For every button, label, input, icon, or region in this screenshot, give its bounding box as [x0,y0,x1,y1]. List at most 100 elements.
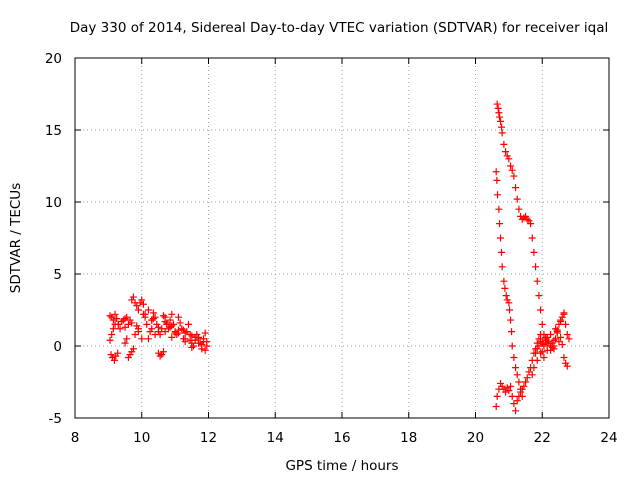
data-point-morning [178,325,186,333]
data-point-evening [547,346,555,354]
data-point-morning [138,296,146,304]
data-point-evening [537,330,545,338]
data-point-evening [560,309,568,317]
data-point-morning [168,310,176,318]
data-point-evening [515,392,523,400]
chart-title: Day 330 of 2014, Sidereal Day-to-day VTE… [70,20,609,36]
y-tick-label: 0 [53,339,62,355]
data-point-morning [166,323,174,331]
data-point-morning [201,329,209,337]
data-point-evening [498,123,506,131]
data-point-evening [530,364,538,372]
data-point-evening [512,407,520,415]
grid [75,58,609,418]
data-point-evening [535,292,543,300]
data-point-evening [550,342,558,350]
data-point-morning [176,319,184,327]
data-point-morning [149,315,157,323]
data-point-morning [181,329,189,337]
x-axis-label: GPS time / hours [285,458,398,474]
data-point-evening [515,378,523,386]
data-point-evening [540,341,548,349]
data-point-morning [148,316,156,324]
data-point-morning [106,312,114,320]
data-point-morning [199,338,207,346]
data-point-morning [188,332,196,340]
data-point-evening [563,330,571,338]
data-point-evening [512,364,520,372]
data-point-evening [530,248,538,256]
data-point-evening [510,172,518,180]
data-point-evening [502,148,510,156]
data-point-evening [537,349,545,357]
data-point-morning [121,315,129,323]
data-point-evening [543,339,551,347]
data-point-morning [113,315,121,323]
axis-ticks [74,57,610,419]
data-point-morning [109,316,117,324]
y-tick-label: -5 [49,411,62,427]
data-point-morning [121,339,129,347]
data-point-evening [512,184,520,192]
data-point-morning [188,343,196,351]
data-point-evening [538,320,546,328]
data-point-morning [191,333,199,341]
data-point-evening [540,354,548,362]
data-point-morning [114,320,122,328]
data-point-morning [141,313,149,321]
data-point-morning [168,322,176,330]
data-point-evening [557,333,565,341]
data-point-evening [547,330,555,338]
data-point-morning [189,342,197,350]
data-point-morning [110,356,118,364]
x-tick-label: 14 [267,430,284,446]
data-point-evening [505,299,513,307]
data-point-evening [498,129,506,137]
data-point-evening [528,371,536,379]
y-tick-label: 5 [53,267,62,283]
data-point-evening [523,374,531,382]
x-tick-label: 10 [133,430,150,446]
data-point-morning [151,330,159,338]
y-tick-label: 15 [45,123,62,139]
data-point-morning [161,328,169,336]
data-point-evening [513,195,521,203]
data-point-evening [495,205,503,213]
x-tick-label: 22 [534,430,551,446]
data-point-morning [201,346,209,354]
x-tick-label: 24 [600,430,617,446]
data-point-morning [123,335,131,343]
data-point-evening [492,168,500,176]
data-point-morning [124,320,132,328]
data-point-evening [496,113,504,121]
x-tick-label: 12 [200,430,217,446]
data-point-morning [106,336,114,344]
data-point-evening [513,397,521,405]
data-point-morning [203,342,211,350]
data-point-evening [522,378,530,386]
data-point-evening [501,284,509,292]
data-point-morning [186,336,194,344]
data-point-evening [553,326,561,334]
data-point-morning [143,320,151,328]
data-point-morning [144,335,152,343]
data-point-evening [527,220,535,228]
data-point-evening [558,341,566,349]
data-point-evening [497,234,505,242]
data-point-morning [129,293,137,301]
data-point-morning [184,320,192,328]
data-point-evening [537,306,545,314]
data-point-evening [502,388,510,396]
data-point-morning [114,349,122,357]
data-point-morning [159,348,167,356]
data-points [106,100,573,415]
data-point-morning [163,319,171,327]
data-point-evening [495,109,503,117]
data-point-evening [563,362,571,370]
data-point-evening [493,176,501,184]
data-point-evening [507,162,515,170]
data-point-morning [173,330,181,338]
data-point-evening [494,191,502,199]
data-point-evening [557,318,565,326]
